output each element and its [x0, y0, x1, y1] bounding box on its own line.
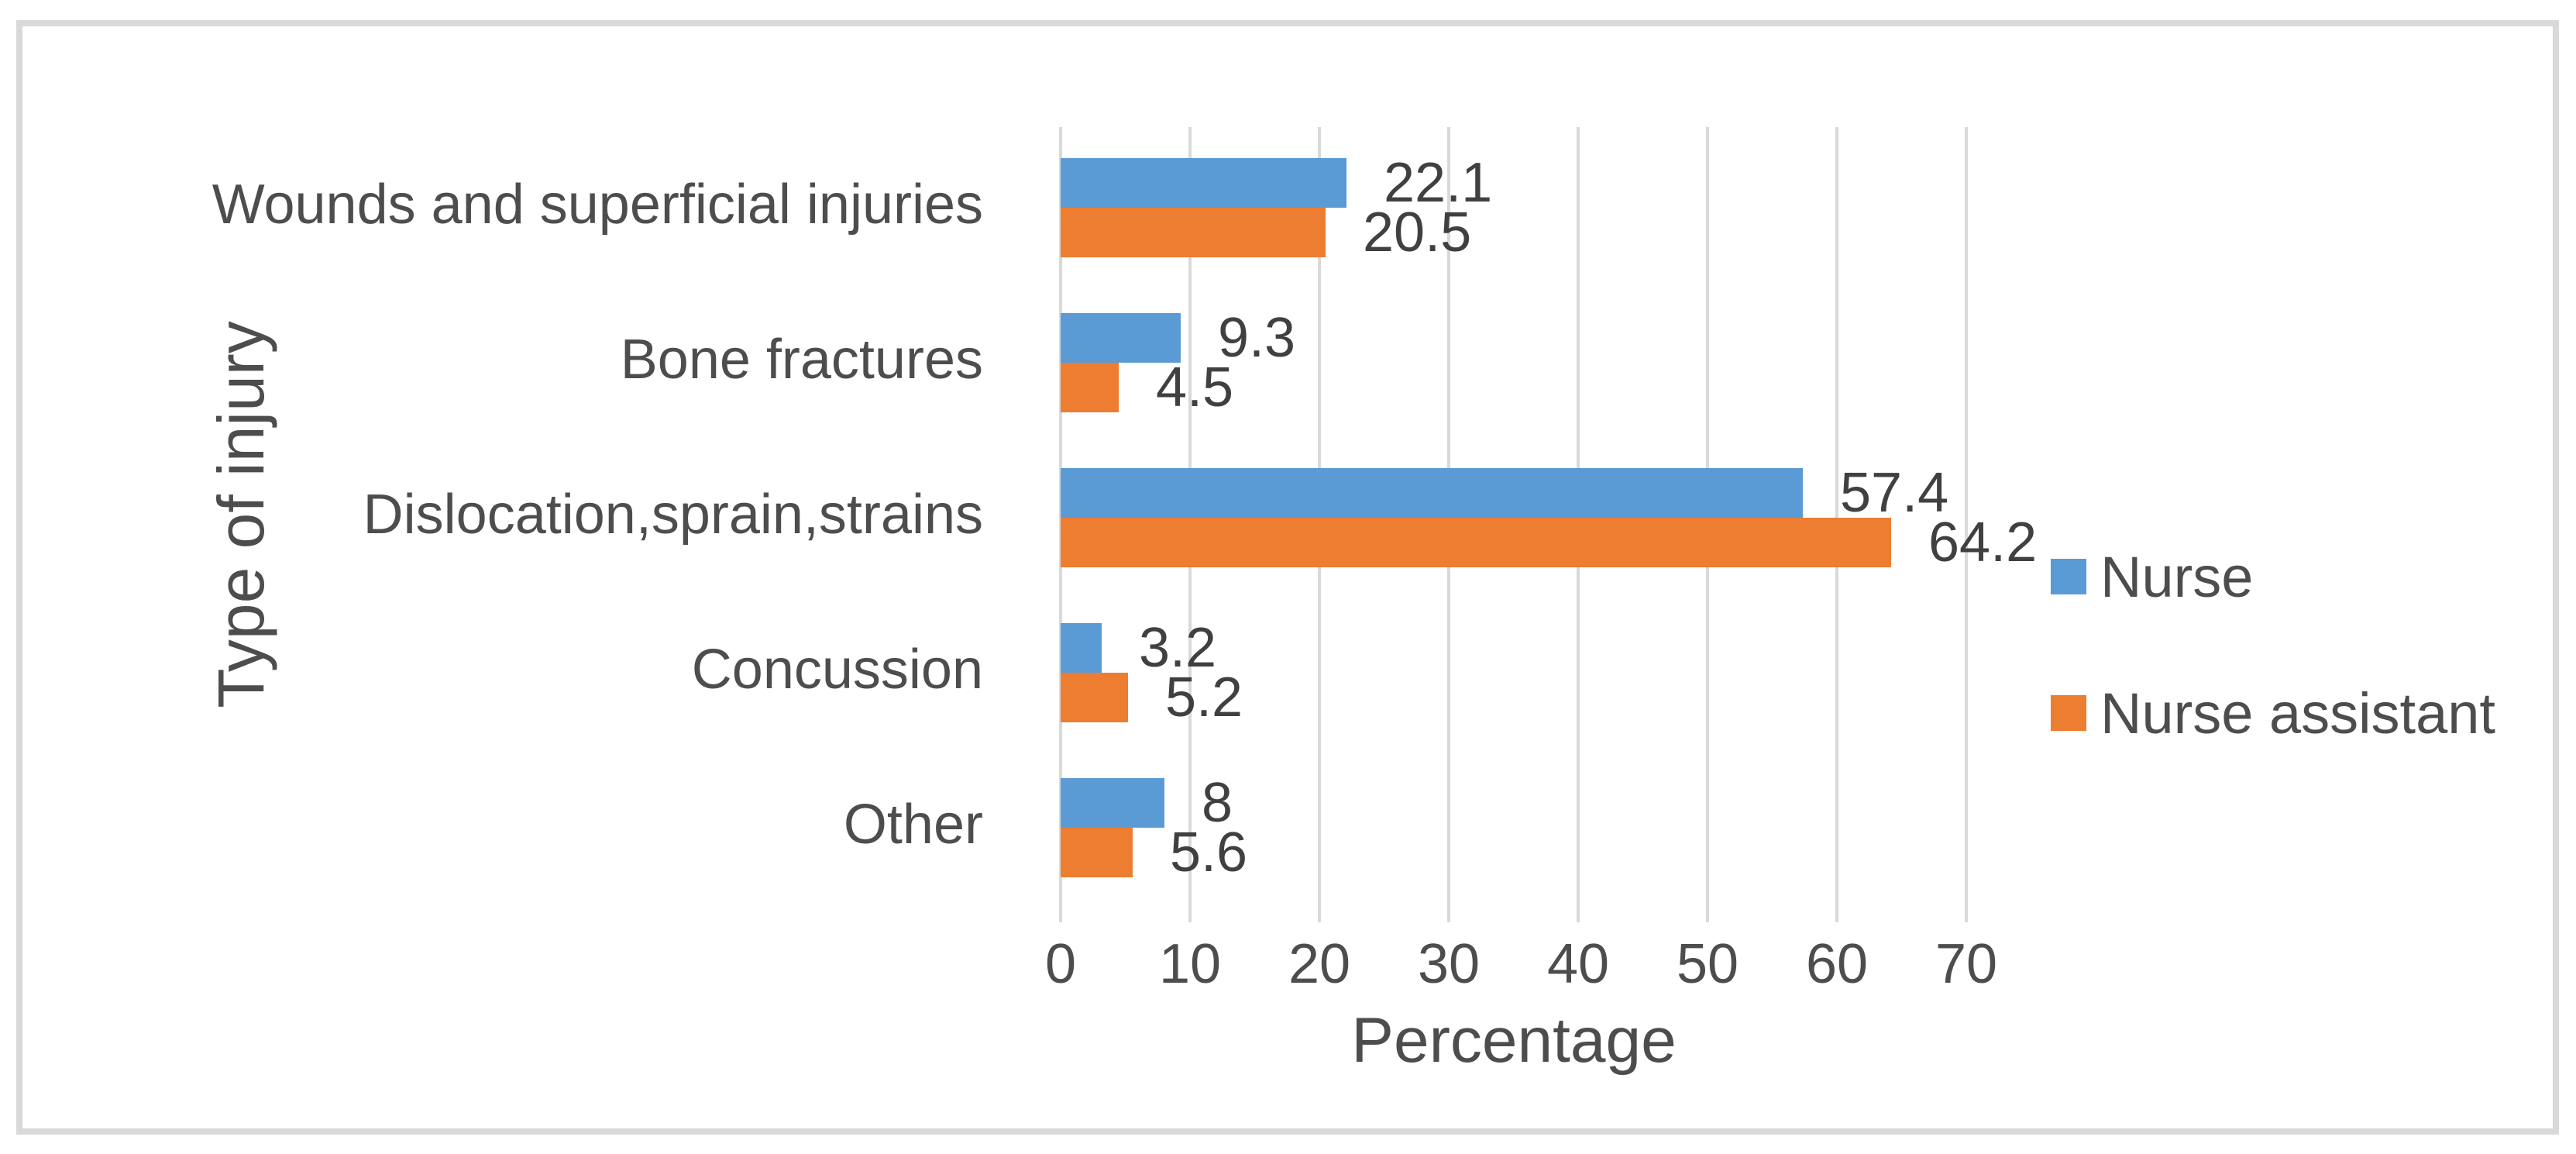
data-label: 22.1 [1384, 152, 1493, 214]
x-tick-label: 30 [1417, 933, 1481, 995]
data-label: 5.2 [1165, 667, 1243, 729]
category-label: Other [843, 794, 983, 856]
x-tick-label: 0 [1044, 933, 1077, 995]
category-row: 3.2 5.2 [1061, 592, 1992, 747]
category-row: 8 5.6 [1061, 747, 1992, 902]
bar-nurse [1061, 313, 1181, 363]
category-row: 57.4 64.2 [1061, 437, 2037, 592]
legend-label-nurse-assistant: Nurse assistant [2100, 680, 2495, 746]
bar-nurse [1061, 623, 1102, 673]
category-row: 9.3 4.5 [1061, 282, 1992, 437]
plot-area: 0 10 20 30 40 50 60 70 22.1 20.5 9.3 4.5 57.4 64.2 3.… [1045, 127, 2037, 995]
data-label: 20.5 [1363, 202, 1472, 264]
data-label: 64.2 [1928, 512, 2038, 574]
category-axis-labels: Wounds and superficial injuries Bone frac… [53, 127, 1022, 902]
data-label: 8 [1202, 772, 1233, 834]
tick-mark-70 [1965, 902, 1968, 922]
legend-item-nurse-assistant: Nurse assistant [2051, 680, 2495, 746]
legend-item-nurse: Nurse [2051, 544, 2495, 609]
category-label: Dislocation,sprain,strains [363, 484, 983, 546]
x-tick-label: 10 [1158, 933, 1222, 995]
category-label: Concussion [691, 639, 983, 701]
tick-mark-30 [1447, 902, 1450, 922]
nurse-legend-swatch [2051, 559, 2086, 594]
bar-nurse [1061, 778, 1164, 828]
category-row: 22.1 20.5 [1061, 127, 1992, 282]
bar-nurse [1061, 468, 1803, 518]
legend-label-nurse: Nurse [2100, 544, 2254, 609]
x-axis-title: Percentage [1351, 1005, 1677, 1076]
data-label: 3.2 [1139, 617, 1217, 679]
category-label: Bone fractures [620, 329, 983, 391]
data-label: 9.3 [1218, 307, 1296, 369]
data-label: 5.6 [1170, 822, 1248, 884]
bar-nurse-assistant [1061, 828, 1133, 877]
chart-frame: Type of injury Wounds and superficial in… [16, 20, 2559, 1135]
x-tick-label: 40 [1546, 933, 1610, 995]
tick-mark-40 [1577, 902, 1580, 922]
bar-nurse-assistant [1061, 518, 1891, 567]
gridline-70 [1965, 127, 1968, 902]
bar-nurse-assistant [1061, 208, 1326, 257]
x-tick-label: 60 [1805, 933, 1869, 995]
nurse-assistant-legend-swatch [2051, 695, 2086, 731]
tick-mark-10 [1188, 902, 1192, 922]
tick-mark-60 [1835, 902, 1838, 922]
bar-nurse-assistant [1061, 363, 1119, 412]
data-label: 4.5 [1156, 357, 1234, 419]
gridline-60 [1835, 127, 1838, 902]
bar-nurse [1061, 158, 1346, 208]
tick-mark-50 [1706, 902, 1709, 922]
x-tick-label: 70 [1935, 933, 1998, 995]
x-tick-label: 50 [1676, 933, 1739, 995]
legend: Nurse Nurse assistant [2051, 544, 2495, 746]
x-tick-label: 20 [1288, 933, 1351, 995]
category-label: Wounds and superficial injuries [212, 174, 983, 236]
tick-mark-20 [1318, 902, 1321, 922]
tick-mark-0 [1059, 902, 1062, 922]
data-label: 57.4 [1840, 462, 1949, 524]
bar-nurse-assistant [1061, 673, 1128, 722]
